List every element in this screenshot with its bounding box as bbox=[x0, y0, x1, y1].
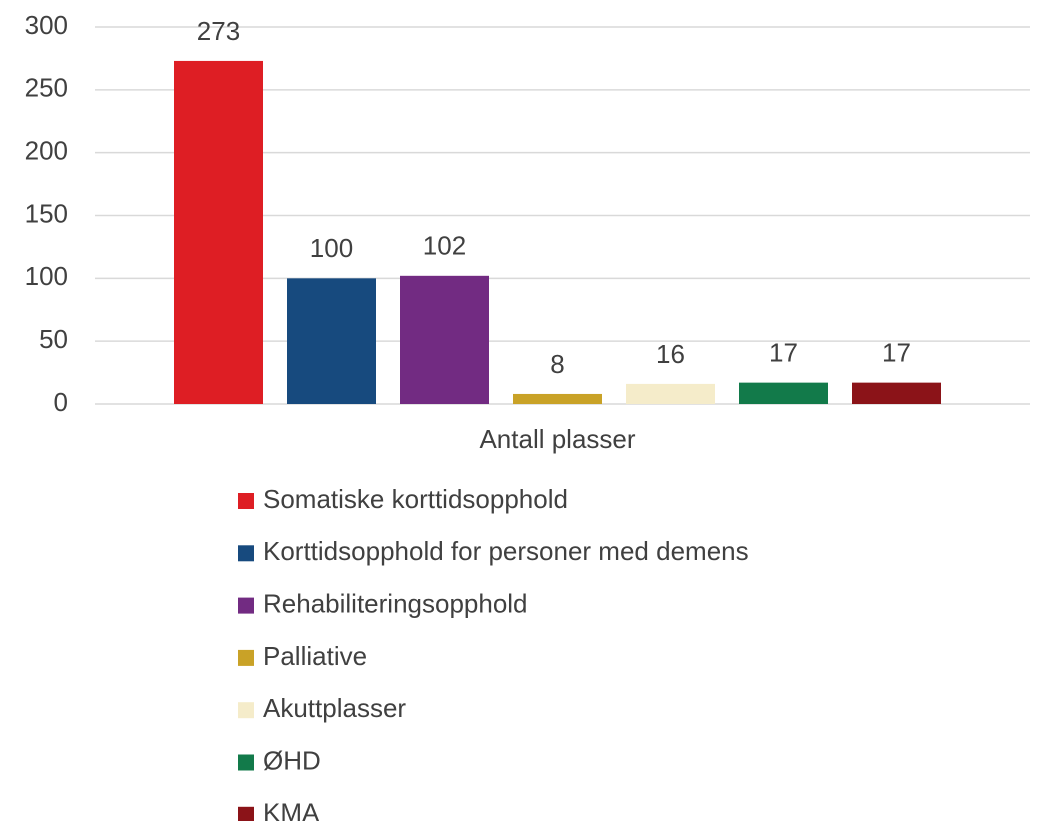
y-tick-label: 300 bbox=[25, 10, 68, 40]
bar bbox=[852, 382, 941, 404]
data-label: 17 bbox=[769, 338, 798, 368]
bar bbox=[626, 383, 715, 404]
legend-swatch bbox=[238, 493, 254, 509]
legend-label: Akuttplasser bbox=[263, 693, 406, 723]
y-tick-label: 200 bbox=[25, 136, 68, 166]
legend-label: Korttidsopphold for personer med demens bbox=[263, 536, 749, 566]
x-tick-label: Antall plasser bbox=[479, 424, 635, 454]
data-label: 16 bbox=[656, 339, 685, 369]
bar bbox=[400, 275, 489, 404]
y-tick-label: 250 bbox=[25, 73, 68, 103]
legend-label: Rehabiliteringsopphold bbox=[263, 588, 528, 618]
y-tick-label: 150 bbox=[25, 198, 68, 228]
data-label: 273 bbox=[197, 16, 240, 46]
data-label: 100 bbox=[310, 233, 353, 263]
legend-swatch bbox=[238, 649, 254, 666]
legend-swatch bbox=[238, 754, 254, 771]
data-label: 17 bbox=[882, 338, 911, 368]
legend-label: Palliative bbox=[263, 641, 367, 671]
y-tick-label: 0 bbox=[54, 387, 68, 417]
legend-label: KMA bbox=[263, 798, 320, 821]
bar bbox=[174, 60, 263, 405]
legend-swatch bbox=[238, 597, 254, 614]
data-label: 102 bbox=[423, 231, 466, 261]
data-label: 8 bbox=[550, 349, 564, 379]
bar bbox=[287, 278, 376, 404]
legend-label: ØHD bbox=[263, 745, 321, 775]
bar bbox=[739, 382, 828, 404]
legend-swatch bbox=[238, 702, 254, 719]
y-tick-label: 100 bbox=[25, 261, 68, 291]
legend-swatch bbox=[238, 545, 254, 562]
y-tick-label: 50 bbox=[39, 324, 68, 354]
legend-swatch bbox=[238, 806, 254, 821]
bar bbox=[513, 393, 602, 404]
legend-label: Somatiske korttidsopphold bbox=[263, 484, 568, 514]
